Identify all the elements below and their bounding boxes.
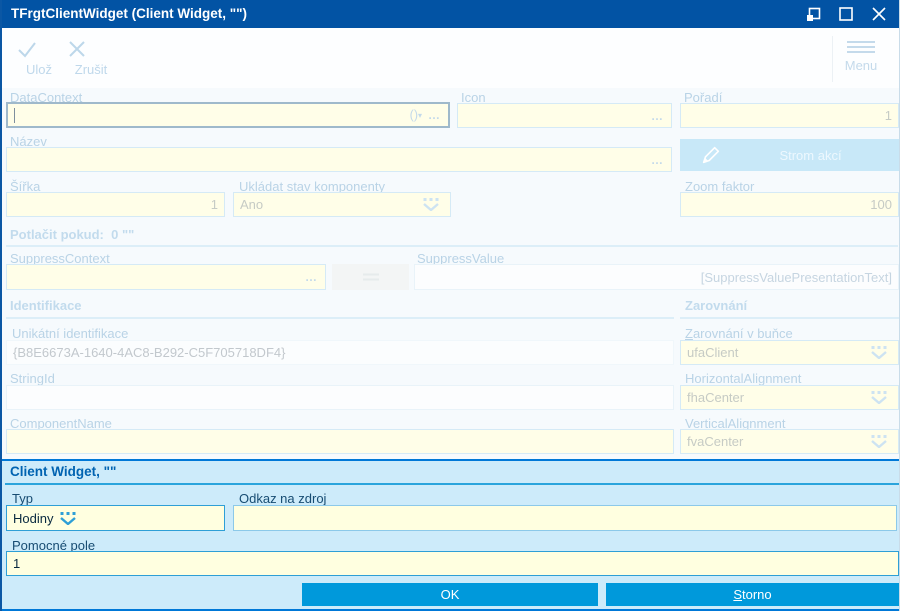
pomocne-pole-input[interactable]: 1 bbox=[6, 551, 899, 576]
toolbar-separator bbox=[832, 36, 833, 82]
x-icon bbox=[66, 38, 116, 60]
section-divider bbox=[6, 317, 674, 319]
dropdown-icon bbox=[870, 405, 892, 478]
unikatni-label: Unikátní identifikace bbox=[12, 326, 129, 341]
cancel-button-label: Zrušit bbox=[74, 62, 108, 77]
toolbar: Ulož Zrušit Menu bbox=[2, 28, 899, 88]
window-controls bbox=[805, 0, 887, 28]
horizontal-alignment-label: HorizontalAlignment bbox=[685, 371, 802, 386]
function-picker-button[interactable]: () bbox=[409, 108, 418, 122]
zarovnani-bunce-select[interactable]: ufaClient bbox=[680, 340, 899, 365]
check-icon bbox=[16, 38, 62, 60]
menu-button-label: Menu bbox=[844, 58, 878, 73]
ok-button[interactable]: OK bbox=[302, 583, 598, 606]
dropdown-icon bbox=[59, 482, 81, 555]
ukladat-stav-select[interactable]: Ano bbox=[233, 192, 451, 217]
datacontext-input[interactable]: () ▾ … bbox=[6, 102, 450, 128]
equals-icon bbox=[362, 273, 379, 281]
sirka-input[interactable]: 1 bbox=[6, 192, 225, 217]
zoom-faktor-input[interactable]: 100 bbox=[680, 192, 899, 217]
icon-input[interactable]: … bbox=[457, 103, 672, 128]
potlacit-header: Potlačit pokud: 0 "" bbox=[10, 227, 135, 242]
zarovnani-bunce-label: Zarovnání v buňce bbox=[685, 326, 793, 341]
componentname-label: ComponentName bbox=[10, 416, 112, 431]
sirka-label: Šířka bbox=[10, 179, 41, 194]
strom-akci-label: Strom akcí bbox=[779, 147, 842, 163]
stringid-input[interactable] bbox=[6, 385, 674, 410]
nazev-ellipsis-button[interactable]: … bbox=[651, 152, 665, 167]
datacontext-ellipsis-button[interactable]: … bbox=[428, 108, 442, 122]
client-widget-header: Client Widget, "" bbox=[10, 464, 117, 479]
suppressvalue-label: SuppressValue bbox=[417, 251, 505, 266]
horizontal-alignment-select[interactable]: fhaCenter bbox=[680, 385, 899, 410]
storno-button-label: Storno bbox=[733, 587, 772, 602]
dropdown-icon bbox=[870, 361, 892, 434]
suppresscontext-ellipsis-button[interactable]: … bbox=[305, 270, 319, 284]
icon-label: Icon bbox=[461, 90, 486, 105]
pomocne-pole-label: Pomocné pole bbox=[12, 538, 96, 553]
window-bottom-border bbox=[2, 609, 899, 611]
ukladat-stav-label: Ukládat stav komponenty bbox=[239, 179, 385, 194]
nazev-input[interactable]: … bbox=[6, 147, 672, 172]
dropdown-icon bbox=[422, 168, 444, 241]
restore-icon bbox=[806, 7, 821, 22]
vertical-alignment-select[interactable]: fvaCenter bbox=[680, 429, 899, 454]
client-widget-header-rule bbox=[5, 483, 899, 485]
menu-button[interactable]: Menu bbox=[835, 38, 887, 84]
suppress-operator-button[interactable] bbox=[332, 264, 409, 290]
identifikace-header: Identifikace bbox=[10, 298, 82, 313]
typ-select[interactable]: Hodiny bbox=[6, 505, 225, 531]
datacontext-label: DataContext bbox=[10, 90, 83, 105]
save-button[interactable]: Ulož bbox=[16, 38, 62, 84]
pencil-icon bbox=[700, 144, 722, 166]
title-bar: TFrgtClientWidget (Client Widget, "") bbox=[2, 0, 899, 28]
hamburger-icon bbox=[847, 40, 875, 54]
odkaz-input[interactable] bbox=[233, 505, 897, 531]
window-title: TFrgtClientWidget (Client Widget, "") bbox=[11, 6, 248, 21]
stringid-label: StringId bbox=[10, 371, 55, 386]
close-button[interactable] bbox=[871, 6, 887, 22]
strom-akci-button[interactable]: Strom akcí bbox=[680, 139, 899, 171]
vertical-alignment-label: VerticalAlignment bbox=[685, 416, 786, 431]
maximize-icon bbox=[839, 7, 853, 21]
typ-label: Typ bbox=[12, 491, 33, 506]
zoom-faktor-label: Zoom faktor bbox=[685, 179, 755, 194]
save-button-label: Ulož bbox=[25, 62, 52, 77]
poradi-input[interactable]: 1 bbox=[680, 103, 899, 128]
suppresscontext-label: SuppressContext bbox=[10, 251, 110, 266]
suppresscontext-input[interactable]: … bbox=[6, 264, 326, 290]
poradi-label: Pořadí bbox=[684, 90, 723, 105]
maximize-button[interactable] bbox=[838, 6, 854, 22]
dropdown-icon bbox=[870, 316, 892, 389]
restore-button[interactable] bbox=[805, 6, 821, 22]
section-divider bbox=[680, 317, 899, 319]
close-icon bbox=[872, 7, 886, 21]
ok-button-label: OK bbox=[440, 587, 460, 602]
cancel-button[interactable]: Zrušit bbox=[66, 38, 116, 84]
odkaz-label: Odkaz na zdroj bbox=[239, 491, 327, 506]
componentname-input[interactable] bbox=[6, 429, 674, 454]
caret-down-icon: ▾ bbox=[417, 110, 422, 120]
text-cursor bbox=[14, 107, 15, 123]
nazev-label: Název bbox=[10, 134, 47, 149]
section-divider bbox=[6, 245, 898, 247]
zarovnani-header: Zarovnání bbox=[685, 298, 748, 313]
icon-ellipsis-button[interactable]: … bbox=[651, 108, 665, 123]
storno-button[interactable]: Storno bbox=[606, 583, 899, 606]
suppressvalue-input[interactable]: [SuppressValuePresentationText] bbox=[414, 264, 899, 290]
unikatni-value: {B8E6673A-1640-4AC8-B292-C5F705718DF4} bbox=[6, 340, 674, 365]
